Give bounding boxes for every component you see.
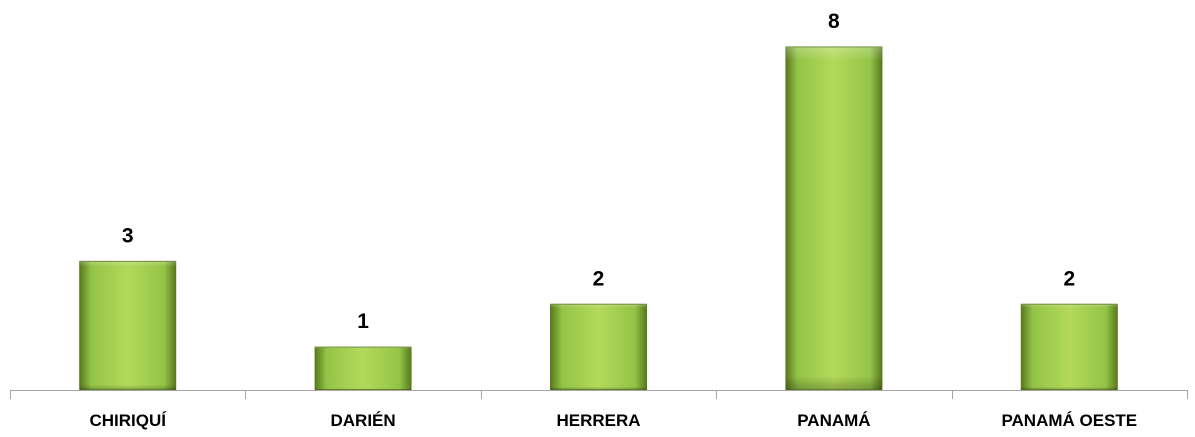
bar [550, 303, 647, 391]
x-tick-label: PANAMÁ [797, 411, 870, 430]
bar [314, 346, 412, 391]
bar-shade [1021, 304, 1118, 390]
data-label: 8 [828, 10, 840, 33]
bar-shade [315, 347, 412, 390]
data-label: 3 [122, 224, 134, 247]
x-tick-label: CHIRIQUÍ [89, 411, 167, 430]
bar-shade [79, 261, 176, 390]
bar-shade [550, 304, 647, 390]
bar [79, 260, 177, 391]
bar [785, 46, 883, 391]
x-tick-label: DARIÉN [331, 411, 396, 430]
labels-layer: 3 CHIRIQUÍ 1 DARIÉN 2 HERRERA 8 PANAMÁ 2 PANAMÁ O… [89, 10, 1137, 430]
x-axis [10, 390, 1188, 399]
x-tick-label: HERRERA [556, 411, 640, 430]
data-label: 1 [357, 310, 369, 333]
bar-shade [785, 47, 882, 390]
bar [1020, 303, 1118, 391]
data-label: 2 [593, 267, 605, 290]
x-tick-label: PANAMÁ OESTE [1001, 411, 1137, 430]
data-label: 2 [1063, 267, 1075, 290]
bars-layer [79, 46, 1118, 391]
